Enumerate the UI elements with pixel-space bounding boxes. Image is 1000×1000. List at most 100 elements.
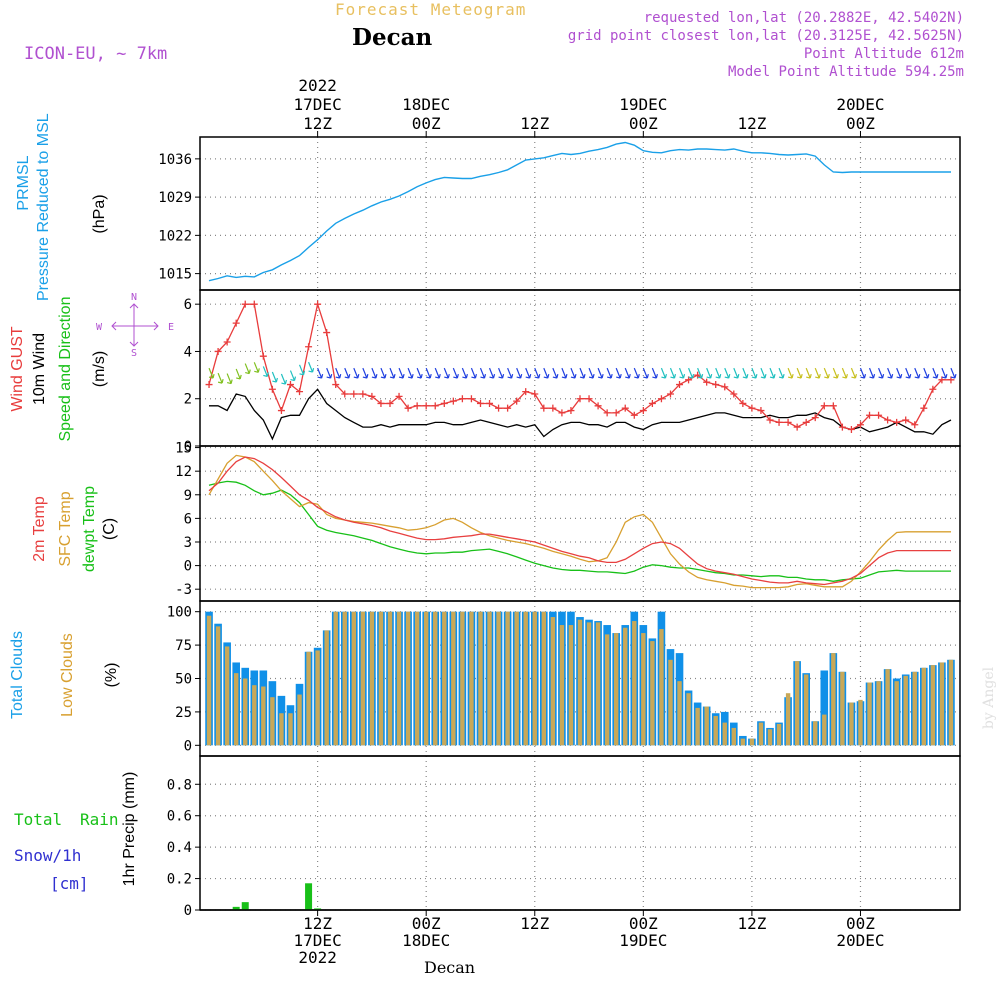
wind-arrow — [308, 361, 315, 373]
gust-marker — [929, 385, 937, 393]
wind-arrow — [896, 367, 903, 379]
low-cloud-bar — [360, 611, 366, 746]
compass-e: E — [168, 322, 174, 333]
gust-marker — [612, 409, 620, 417]
dewpoint-line — [208, 480, 951, 582]
wind-arrow — [326, 367, 333, 379]
top-time-label: 00Z — [629, 114, 658, 133]
gust-marker — [730, 390, 738, 398]
wind-arrow — [461, 367, 468, 379]
y-tick-label: 4 — [184, 344, 192, 360]
low-cloud-bar — [939, 662, 945, 746]
top-time-label: 20DEC — [836, 95, 884, 114]
wind-arrow — [706, 367, 713, 379]
low-cloud-bar — [822, 714, 827, 746]
low-cloud-bar — [514, 611, 519, 746]
gust-marker — [902, 416, 910, 424]
low-cloud-bar — [279, 713, 284, 746]
y-tick-label: 0 — [184, 903, 192, 919]
gust-marker — [368, 392, 376, 400]
low-cloud-bar — [776, 723, 782, 746]
wind-arrow — [488, 367, 496, 379]
wind-arrow — [434, 367, 441, 379]
gust-marker — [522, 388, 530, 396]
low-cloud-bar — [297, 694, 302, 746]
compass-w: W — [96, 322, 103, 333]
gust-marker — [585, 395, 593, 403]
low-cloud-bar — [469, 611, 474, 746]
requested-coords: requested lon,lat (20.2882E, 42.5402N) — [643, 10, 964, 26]
low-cloud-bar — [840, 671, 845, 746]
low-cloud-bar — [604, 634, 610, 746]
gust-marker — [920, 404, 928, 412]
gust-marker — [838, 423, 846, 431]
wind-compass: N S W E — [96, 292, 174, 359]
gust-marker — [214, 347, 222, 355]
low-cloud-bar — [342, 611, 347, 746]
total-cloud-bar — [820, 670, 829, 746]
t2m-line — [208, 456, 951, 586]
gust-marker — [277, 407, 285, 415]
wind-arrow — [443, 367, 450, 379]
low-cloud-bar — [894, 681, 899, 746]
wind-arrow — [498, 367, 505, 379]
wind-arrow — [561, 367, 568, 379]
wind-arrow — [271, 371, 278, 383]
low-cloud-bar — [849, 702, 854, 746]
wind-arrow — [769, 367, 776, 379]
wind-arrow — [678, 367, 686, 379]
low-cloud-bar — [794, 661, 800, 746]
low-cloud-bar — [659, 629, 664, 746]
low-cloud-bar — [541, 611, 547, 746]
gust-marker — [856, 421, 864, 429]
gust-marker — [495, 404, 503, 412]
footer-station: Decan — [424, 958, 476, 977]
wind-arrow — [335, 367, 342, 379]
low-cloud-bar — [930, 665, 936, 746]
low-cloud-bar — [478, 611, 483, 746]
low-cloud-bar — [496, 611, 501, 746]
y-tick-label: 9 — [184, 488, 192, 504]
gust-marker — [305, 343, 313, 351]
bottom-time-label: 19DEC — [619, 931, 667, 950]
gust-marker — [259, 352, 267, 360]
wind-arrow — [724, 367, 731, 379]
gust-marker — [847, 425, 855, 433]
gust-marker — [739, 399, 747, 407]
gust-marker — [323, 329, 331, 337]
low-cloud-bar — [550, 617, 556, 746]
wind-arrow — [253, 362, 260, 373]
low-cloud-bar — [713, 715, 718, 746]
precip-total-label: Total — [14, 810, 63, 829]
low-cloud-bar — [885, 669, 890, 746]
gust-marker — [676, 381, 684, 389]
gust-marker — [332, 381, 340, 389]
wind-arrow — [642, 367, 649, 379]
gust-marker — [666, 390, 674, 398]
y-tick-label: 0.2 — [167, 872, 192, 888]
gust-marker — [820, 402, 828, 410]
low-cloud-bar — [948, 659, 954, 746]
low-cloud-bar — [677, 681, 682, 746]
wind-arrow — [479, 367, 487, 379]
gust-marker — [639, 407, 647, 415]
wind-arrow — [588, 367, 595, 379]
low-cloud-bar — [487, 611, 492, 746]
y-tick-label: 0 — [184, 439, 192, 455]
gust-marker — [458, 395, 466, 403]
rain-bar — [305, 883, 313, 910]
gust-marker — [449, 397, 457, 405]
low-cloud-bar — [288, 713, 293, 746]
wind-arrow — [507, 367, 514, 379]
top-time-label: 12Z — [520, 114, 549, 133]
low-cloud-bar — [378, 611, 384, 746]
gust-marker — [250, 300, 258, 308]
wind-arrow — [552, 367, 559, 379]
low-cloud-bar — [423, 611, 429, 746]
gust-marker — [350, 390, 358, 398]
low-cloud-bar — [532, 611, 537, 746]
low-cloud-bar — [324, 630, 329, 746]
y-tick-label: 50 — [175, 672, 192, 688]
wind-arrow — [715, 367, 722, 379]
wind-arrow — [615, 367, 622, 379]
